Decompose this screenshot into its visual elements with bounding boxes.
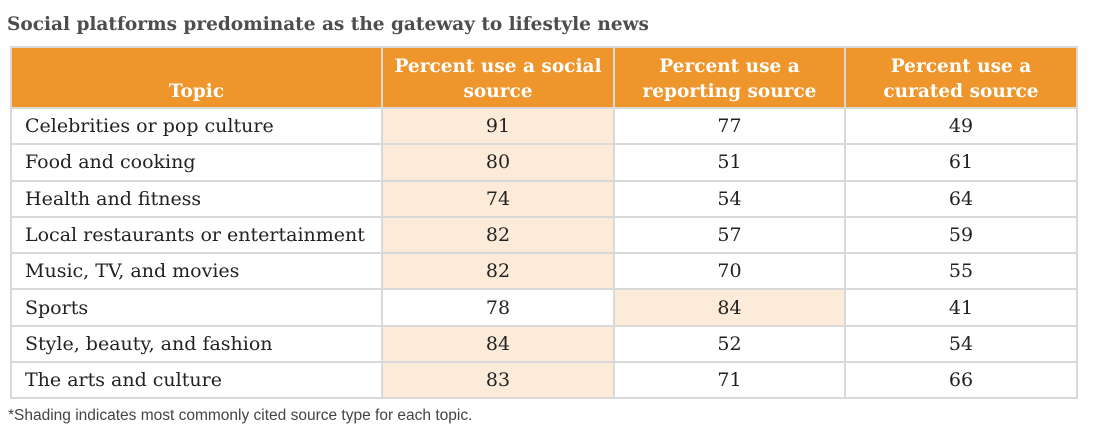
- table-row: Music, TV, and movies 82 70 55: [10, 252, 1078, 291]
- topic-cell: Celebrities or pop culture: [10, 106, 383, 146]
- column-header-curated: Percent use a curated source: [844, 46, 1078, 109]
- table-row: Sports 78 84 41: [10, 288, 1078, 327]
- value-cell: 61: [844, 143, 1078, 182]
- value-cell: 54: [613, 179, 846, 218]
- table-body: Celebrities or pop culture 91 77 49 Food and…: [10, 106, 1078, 400]
- value-cell: 78: [381, 288, 615, 327]
- value-cell: 59: [844, 215, 1078, 255]
- value-cell: 82: [381, 252, 615, 291]
- table-row: Local restaurants or entertainment 82 57 59: [10, 215, 1078, 255]
- topic-cell: Health and fitness: [10, 179, 383, 218]
- value-cell: 55: [844, 252, 1078, 291]
- value-cell: 66: [844, 361, 1078, 400]
- value-cell: 71: [613, 361, 846, 400]
- topic-cell: Food and cooking: [10, 143, 383, 182]
- value-cell: 91: [381, 106, 615, 146]
- column-header-social: Percent use a social source: [381, 46, 615, 109]
- header-line: Topic: [168, 81, 225, 102]
- table-header: Topic Percent use a social source Percen…: [10, 46, 1078, 109]
- header-line: Percent use a: [890, 56, 1032, 77]
- value-cell: 70: [613, 252, 846, 291]
- value-cell: 84: [381, 324, 615, 364]
- table-row: Food and cooking 80 51 61: [10, 143, 1078, 182]
- value-cell: 57: [613, 215, 846, 255]
- footnote: *Shading indicates most commonly cited s…: [8, 407, 473, 424]
- topic-cell: The arts and culture: [10, 361, 383, 400]
- value-cell: 41: [844, 288, 1078, 327]
- value-cell: 49: [844, 106, 1078, 146]
- value-cell: 82: [381, 215, 615, 255]
- value-cell: 52: [613, 324, 846, 364]
- value-cell: 80: [381, 143, 615, 182]
- table-row: Celebrities or pop culture 91 77 49: [10, 106, 1078, 146]
- value-cell: 84: [613, 288, 846, 327]
- topic-cell: Local restaurants or entertainment: [10, 215, 383, 255]
- table-row: The arts and culture 83 71 66: [10, 361, 1078, 400]
- value-cell: 74: [381, 179, 615, 218]
- page-title: Social platforms predominate as the gate…: [7, 14, 649, 35]
- value-cell: 54: [844, 324, 1078, 364]
- topic-cell: Style, beauty, and fashion: [10, 324, 383, 364]
- header-line: curated source: [883, 81, 1039, 102]
- header-line: Percent use a social: [394, 56, 602, 77]
- header-line: reporting source: [642, 81, 817, 102]
- column-header-topic: Topic: [10, 46, 383, 109]
- data-table: Topic Percent use a social source Percen…: [10, 46, 1078, 400]
- value-cell: 83: [381, 361, 615, 400]
- topic-cell: Music, TV, and movies: [10, 252, 383, 291]
- header-line: Percent use a: [659, 56, 800, 77]
- header-line: source: [463, 81, 533, 102]
- topic-cell: Sports: [10, 288, 383, 327]
- value-cell: 77: [613, 106, 846, 146]
- value-cell: 64: [844, 179, 1078, 218]
- table-row: Health and fitness 74 54 64: [10, 179, 1078, 218]
- column-header-reporting: Percent use a reporting source: [613, 46, 846, 109]
- header-row: Topic Percent use a social source Percen…: [10, 46, 1078, 109]
- table-row: Style, beauty, and fashion 84 52 54: [10, 324, 1078, 364]
- value-cell: 51: [613, 143, 846, 182]
- data-table-container: Topic Percent use a social source Percen…: [10, 46, 1078, 400]
